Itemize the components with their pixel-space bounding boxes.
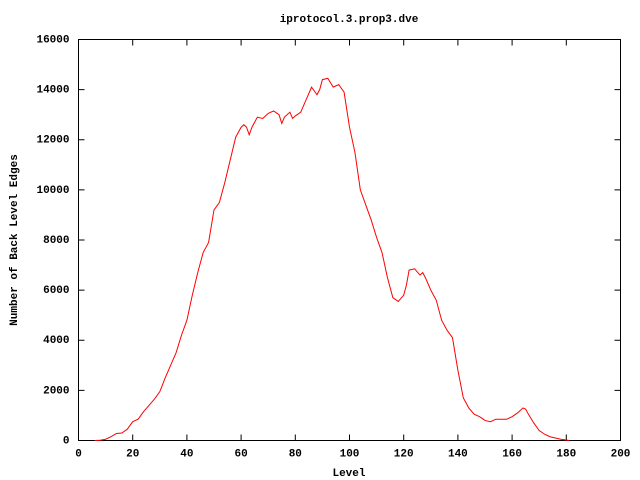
y-tick-label: 10000	[36, 185, 69, 197]
x-tick-label: 40	[180, 448, 193, 460]
x-tick-label: 180	[556, 448, 576, 460]
y-tick-label: 2000	[43, 385, 69, 397]
y-tick-label: 6000	[43, 285, 69, 297]
x-tick-label: 20	[126, 448, 139, 460]
x-tick-label: 100	[340, 448, 360, 460]
x-tick-label: 120	[394, 448, 414, 460]
y-tick-label: 8000	[43, 235, 69, 247]
y-tick-label: 14000	[36, 85, 69, 97]
y-tick-label: 4000	[43, 335, 69, 347]
y-tick-label: 12000	[36, 135, 69, 147]
x-tick-label: 160	[502, 448, 522, 460]
y-axis-label: Number of Back Level Edges	[9, 154, 21, 326]
x-tick-label: 200	[611, 448, 631, 460]
x-axis-label: Level	[332, 468, 365, 480]
data-line	[94, 77, 570, 441]
x-tick-label: 140	[448, 448, 468, 460]
chart-title: iprotocol.3.prop3.dve	[280, 14, 419, 26]
y-tick-label: 16000	[36, 34, 69, 46]
x-tick-label: 80	[289, 448, 302, 460]
x-tick-label: 0	[75, 448, 82, 460]
y-tick-label: 0	[63, 435, 70, 447]
x-tick-label: 60	[234, 448, 247, 460]
